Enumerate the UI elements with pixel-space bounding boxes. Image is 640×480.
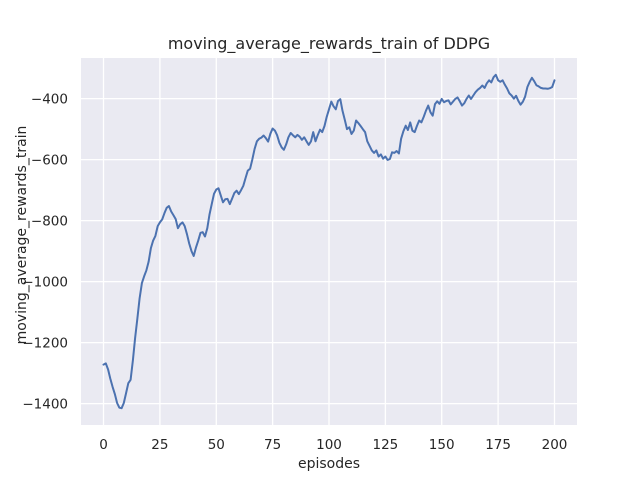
x-tick-label: 100 <box>316 437 342 453</box>
x-tick-label: 25 <box>151 437 168 453</box>
x-tick-label: 200 <box>542 437 568 453</box>
y-tick-label: −1200 <box>22 336 68 352</box>
y-tick-label: −1000 <box>22 275 68 291</box>
reward-line <box>102 73 556 410</box>
y-tick-label: −1400 <box>22 397 68 413</box>
x-tick-label: 0 <box>99 437 108 453</box>
x-tick-label: 150 <box>429 437 455 453</box>
chart-title: moving_average_rewards_train of DDPG <box>168 34 490 54</box>
tick-labels: 0 25 50 75 100 125 150 175 200 −400 −600 −800 −1000 −… <box>22 92 567 453</box>
plot-content <box>81 58 577 425</box>
y-tick-label: −600 <box>31 153 68 169</box>
x-tick-label: 175 <box>485 437 511 453</box>
x-tick-label: 125 <box>373 437 399 453</box>
x-tick-label: 75 <box>264 437 281 453</box>
x-axis-label: episodes <box>298 456 360 472</box>
y-tick-label: −800 <box>31 214 68 230</box>
y-axis-label: moving_average_rewards_train <box>14 126 30 345</box>
y-tick-label: −400 <box>31 92 68 108</box>
x-tick-label: 50 <box>208 437 225 453</box>
